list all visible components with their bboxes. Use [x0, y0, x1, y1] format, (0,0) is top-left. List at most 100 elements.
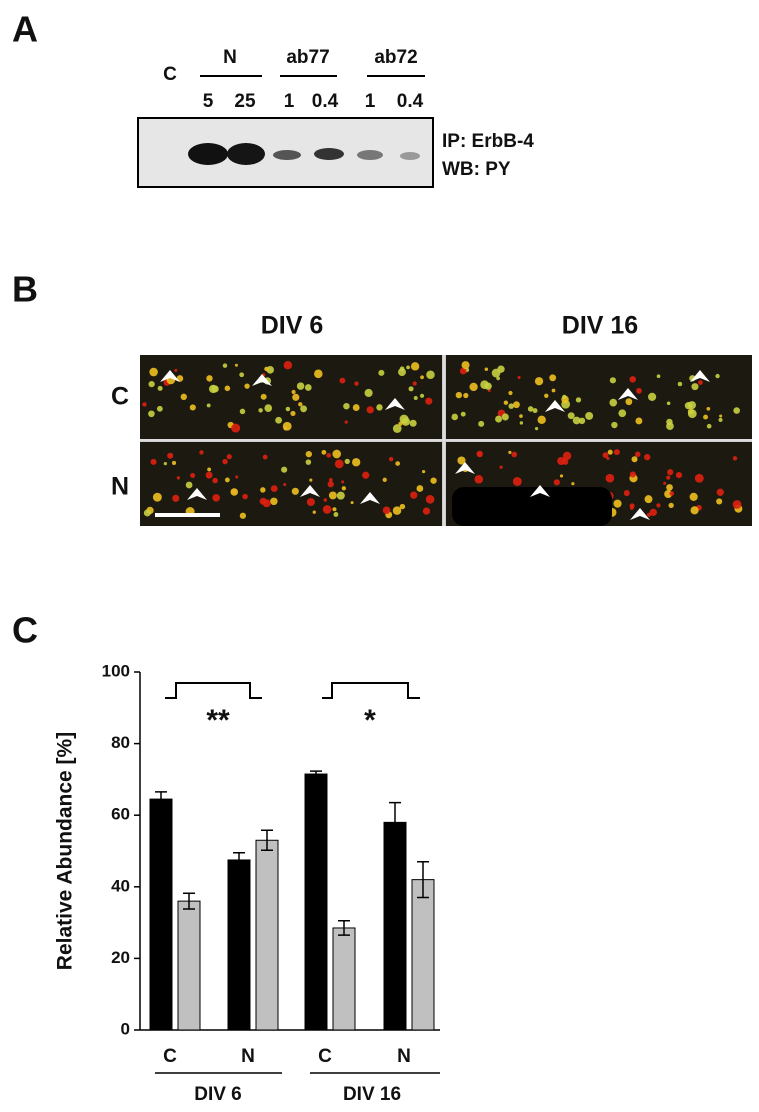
- significance-bracket: [165, 682, 262, 699]
- puncta: [174, 368, 178, 372]
- puncta: [497, 365, 505, 373]
- puncta: [291, 487, 299, 495]
- puncta: [150, 458, 157, 465]
- puncta: [352, 404, 360, 411]
- puncta: [185, 481, 193, 489]
- dose: 5: [203, 91, 214, 112]
- puncta: [512, 476, 522, 486]
- puncta: [314, 369, 323, 379]
- y-tick-label: 80: [111, 733, 130, 752]
- puncta: [152, 492, 162, 502]
- x-tick-label: C: [318, 1046, 332, 1067]
- puncta: [609, 398, 618, 407]
- arrowhead: [630, 508, 650, 520]
- puncta: [199, 450, 204, 455]
- puncta: [503, 400, 509, 405]
- puncta: [451, 413, 459, 421]
- puncta: [352, 458, 361, 467]
- puncta: [270, 497, 278, 506]
- puncta: [392, 424, 402, 433]
- puncta: [222, 363, 228, 368]
- puncta: [527, 406, 534, 412]
- puncta: [562, 451, 572, 461]
- puncta: [666, 475, 671, 480]
- y-tick-label: 0: [121, 1019, 130, 1038]
- puncta: [235, 475, 239, 479]
- puncta: [328, 491, 337, 500]
- puncta: [283, 360, 293, 370]
- puncta: [605, 473, 615, 483]
- arrowhead: [300, 485, 320, 497]
- puncta: [666, 484, 673, 491]
- puncta: [283, 482, 287, 487]
- puncta: [176, 476, 181, 480]
- error-bar: [261, 829, 273, 852]
- blot-label: IP: ErbB-4: [442, 131, 534, 152]
- puncta: [719, 414, 723, 418]
- arrowhead: [187, 488, 207, 500]
- puncta: [306, 497, 315, 506]
- puncta: [281, 466, 288, 473]
- puncta: [459, 367, 467, 375]
- puncta: [508, 403, 515, 409]
- puncta: [667, 469, 674, 476]
- puncta: [242, 493, 248, 500]
- puncta: [715, 373, 720, 379]
- column-label: DIV 6: [261, 312, 324, 340]
- puncta: [544, 393, 549, 398]
- puncta: [410, 491, 418, 499]
- puncta: [585, 411, 594, 420]
- puncta: [687, 409, 697, 419]
- puncta: [234, 363, 238, 367]
- puncta: [323, 498, 328, 502]
- puncta: [430, 477, 437, 484]
- puncta: [625, 398, 633, 406]
- puncta: [328, 477, 333, 482]
- puncta: [609, 377, 617, 384]
- bar: [149, 798, 173, 1031]
- puncta: [189, 404, 196, 411]
- puncta: [262, 454, 268, 460]
- error-bar: [389, 801, 401, 843]
- puncta: [513, 401, 520, 409]
- puncta: [398, 368, 406, 377]
- puncta: [231, 423, 241, 433]
- group-label: DIV 16: [343, 1084, 401, 1105]
- puncta: [635, 417, 643, 425]
- puncta: [733, 407, 740, 414]
- puncta: [344, 458, 350, 465]
- puncta: [508, 390, 513, 396]
- puncta: [406, 365, 410, 370]
- bar: [304, 773, 328, 1031]
- puncta: [629, 376, 636, 383]
- puncta: [270, 485, 278, 492]
- puncta: [691, 383, 699, 391]
- error-bar: [183, 892, 195, 910]
- puncta: [206, 375, 213, 382]
- puncta: [364, 388, 373, 398]
- puncta: [656, 503, 661, 508]
- error-bar: [417, 860, 429, 899]
- puncta: [180, 393, 187, 401]
- arrowhead: [160, 370, 180, 382]
- puncta: [304, 384, 312, 391]
- puncta: [532, 408, 538, 414]
- puncta: [409, 419, 417, 427]
- puncta: [239, 408, 246, 415]
- puncta: [422, 507, 431, 515]
- puncta: [666, 401, 671, 406]
- dose: 25: [234, 91, 256, 112]
- puncta: [376, 404, 383, 411]
- error-bar: [155, 791, 167, 807]
- puncta: [332, 507, 337, 512]
- puncta: [157, 385, 163, 391]
- puncta: [669, 491, 675, 496]
- puncta: [350, 501, 354, 505]
- puncta: [312, 510, 316, 514]
- puncta: [148, 410, 155, 418]
- puncta: [718, 417, 723, 422]
- puncta: [460, 411, 466, 417]
- puncta: [571, 482, 575, 486]
- puncta: [534, 377, 544, 386]
- puncta: [341, 480, 345, 484]
